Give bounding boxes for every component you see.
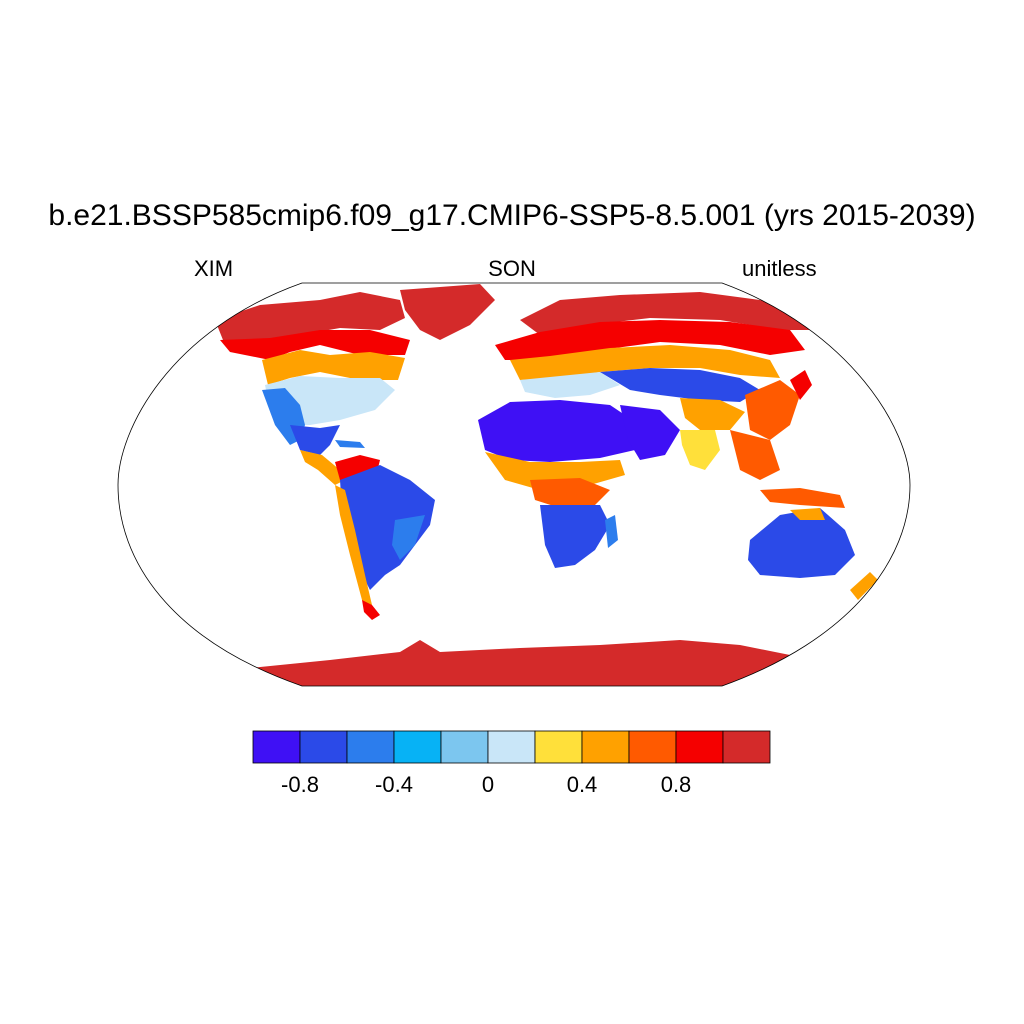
madagascar xyxy=(605,515,618,548)
south-america-interior xyxy=(340,465,435,590)
greenland xyxy=(400,284,495,340)
colorbar-swatch xyxy=(393,730,442,764)
units-label: unitless xyxy=(742,256,817,281)
eurasia-high xyxy=(495,320,805,360)
north-america-boreal xyxy=(262,350,405,385)
colorbar-swatch xyxy=(346,730,395,764)
map-boundary xyxy=(117,282,911,687)
arabia xyxy=(620,405,680,460)
eurasia-mid xyxy=(510,345,780,380)
new-zealand xyxy=(850,572,878,600)
colorbar-tick-label: 0.8 xyxy=(660,772,692,797)
southern-africa xyxy=(540,505,610,568)
colorbar-tick-label: -0.4 xyxy=(375,772,413,797)
colorbar-swatch xyxy=(534,730,583,764)
south-america-east xyxy=(392,515,425,560)
central-asia xyxy=(600,368,760,402)
central-africa xyxy=(530,478,610,508)
southeast-asia xyxy=(730,430,780,480)
north-america-arctic xyxy=(215,292,405,345)
land-fields xyxy=(215,284,878,686)
east-asia xyxy=(745,380,800,440)
south-america-andes xyxy=(335,485,372,615)
sahara xyxy=(478,400,640,462)
colorbar-swatch xyxy=(722,730,771,764)
colorbar xyxy=(252,730,771,764)
variable-label: XIM xyxy=(194,256,234,281)
colorbar-swatch xyxy=(675,730,724,764)
antarctica xyxy=(240,640,800,686)
colorbar-swatch xyxy=(628,730,677,764)
europe-temperate xyxy=(520,372,620,398)
colorbar-swatch xyxy=(299,730,348,764)
sahel xyxy=(485,452,625,490)
patagonia xyxy=(362,600,380,620)
colorbar-tick-label: 0 xyxy=(481,772,495,797)
australia-north xyxy=(790,508,825,520)
caribbean-islands xyxy=(335,440,365,448)
colorbar-swatch xyxy=(581,730,630,764)
tibetan-plateau xyxy=(680,398,745,430)
central-america xyxy=(300,450,345,485)
season-label: SON xyxy=(488,256,536,281)
colorbar-swatch xyxy=(440,730,489,764)
japan xyxy=(790,370,812,400)
north-america-south xyxy=(290,425,340,455)
colorbar-tick-label: 0.4 xyxy=(566,772,598,797)
indonesia xyxy=(760,488,845,508)
north-america-north xyxy=(220,330,410,360)
figure-title: b.e21.BSSP585cmip6.f09_g17.CMIP6-SSP5-8.… xyxy=(48,199,976,232)
colorbar-tick-label: -0.8 xyxy=(281,772,319,797)
colorbar-swatch xyxy=(252,730,301,764)
colorbar-swatch xyxy=(487,730,536,764)
australia xyxy=(748,508,855,578)
india xyxy=(680,430,720,470)
